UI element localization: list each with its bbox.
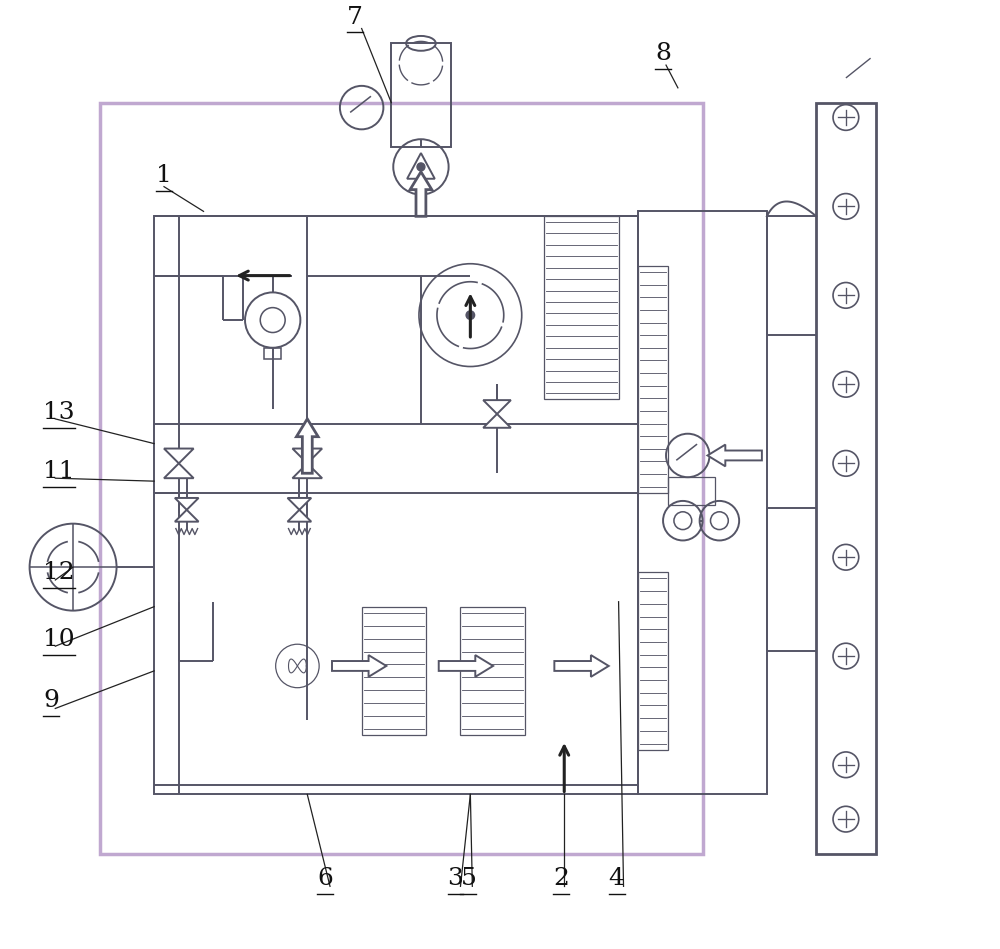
FancyArrow shape — [708, 444, 762, 466]
Bar — [154, 493, 638, 794]
Text: 6: 6 — [317, 867, 333, 890]
Polygon shape — [483, 400, 511, 414]
Polygon shape — [175, 510, 199, 522]
Text: 13: 13 — [43, 400, 75, 424]
FancyArrow shape — [296, 419, 318, 474]
Polygon shape — [164, 463, 194, 478]
Text: 4: 4 — [609, 867, 625, 890]
Text: 3: 3 — [448, 867, 463, 890]
FancyArrow shape — [410, 172, 432, 216]
Bar — [362, 606, 426, 735]
Text: 2: 2 — [553, 867, 569, 890]
Polygon shape — [292, 463, 322, 478]
Bar — [816, 102, 876, 854]
Text: 10: 10 — [43, 628, 75, 651]
Polygon shape — [288, 510, 311, 522]
Bar — [638, 572, 668, 750]
Text: 9: 9 — [43, 689, 59, 713]
Bar — [638, 266, 668, 493]
Polygon shape — [483, 414, 511, 428]
Polygon shape — [175, 498, 199, 510]
Bar — [544, 216, 619, 400]
Bar — [100, 102, 703, 854]
Bar — [154, 216, 638, 424]
Text: 5: 5 — [460, 867, 476, 890]
Polygon shape — [288, 498, 311, 510]
Bar — [668, 477, 715, 505]
FancyArrow shape — [554, 655, 609, 677]
Bar — [638, 212, 767, 794]
Bar — [391, 44, 451, 147]
Text: 11: 11 — [43, 460, 75, 483]
Text: 8: 8 — [655, 42, 671, 65]
FancyArrow shape — [439, 655, 493, 677]
Polygon shape — [292, 449, 322, 463]
Text: 12: 12 — [43, 561, 75, 584]
Polygon shape — [164, 449, 194, 463]
Circle shape — [417, 163, 425, 171]
FancyArrow shape — [332, 655, 386, 677]
Text: 7: 7 — [347, 6, 363, 28]
Text: 1: 1 — [156, 163, 172, 187]
Bar — [460, 606, 525, 735]
Bar — [264, 347, 281, 359]
Circle shape — [466, 311, 474, 319]
